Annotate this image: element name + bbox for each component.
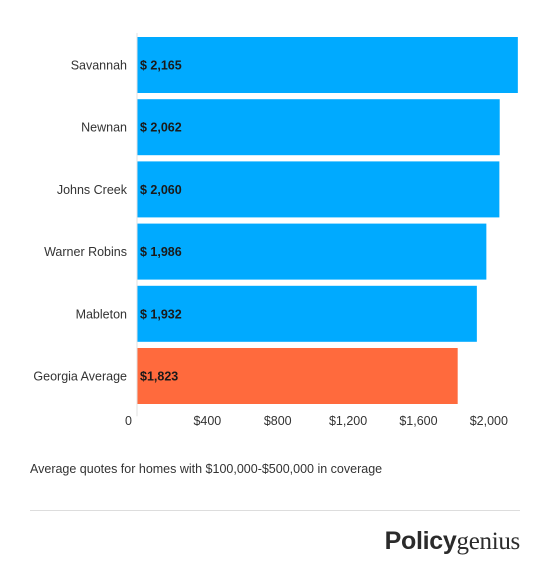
value-label-georgia-average: $1,823: [140, 370, 178, 384]
value-label-warner-robins: $ 1,986: [140, 245, 182, 259]
value-label-mableton: $ 1,932: [140, 307, 182, 321]
category-label-johns-creek: Johns Creek: [57, 183, 128, 197]
category-label-newnan: Newnan: [81, 121, 127, 135]
bar-johns-creek: [137, 161, 500, 218]
bar-mableton: [137, 285, 477, 342]
policygenius-logo: Policygenius: [384, 527, 521, 556]
bar-chart: Savannah Newnan Johns Creek Warner Robins Ma…: [33, 33, 518, 428]
logo-text-policy: Policy: [384, 527, 457, 555]
bar-georgia-average: [137, 348, 458, 404]
value-label-savannah: $ 2,165: [140, 59, 182, 73]
x-tick-label: 0: [125, 414, 132, 428]
category-label-mableton: Mableton: [76, 307, 127, 321]
x-tick-label: $400: [193, 414, 221, 428]
x-tick-label: $2,000: [470, 414, 508, 428]
category-label-georgia-average: Georgia Average: [33, 370, 127, 384]
category-label-warner-robins: Warner Robins: [44, 245, 127, 259]
value-label-johns-creek: $ 2,060: [140, 183, 182, 197]
chart-caption: Average quotes for homes with $100,000-$…: [30, 462, 383, 476]
x-tick-label: $1,600: [399, 414, 437, 428]
logo-text-genius: genius: [456, 528, 521, 555]
x-tick-label: $800: [264, 414, 292, 428]
bar-warner-robins: [137, 223, 487, 280]
category-label-savannah: Savannah: [71, 59, 127, 73]
footer-divider: [30, 510, 520, 511]
x-tick-label: $1,200: [329, 414, 367, 428]
bar-savannah: [137, 37, 518, 93]
bar-newnan: [137, 99, 500, 156]
value-label-newnan: $ 2,062: [140, 121, 182, 135]
